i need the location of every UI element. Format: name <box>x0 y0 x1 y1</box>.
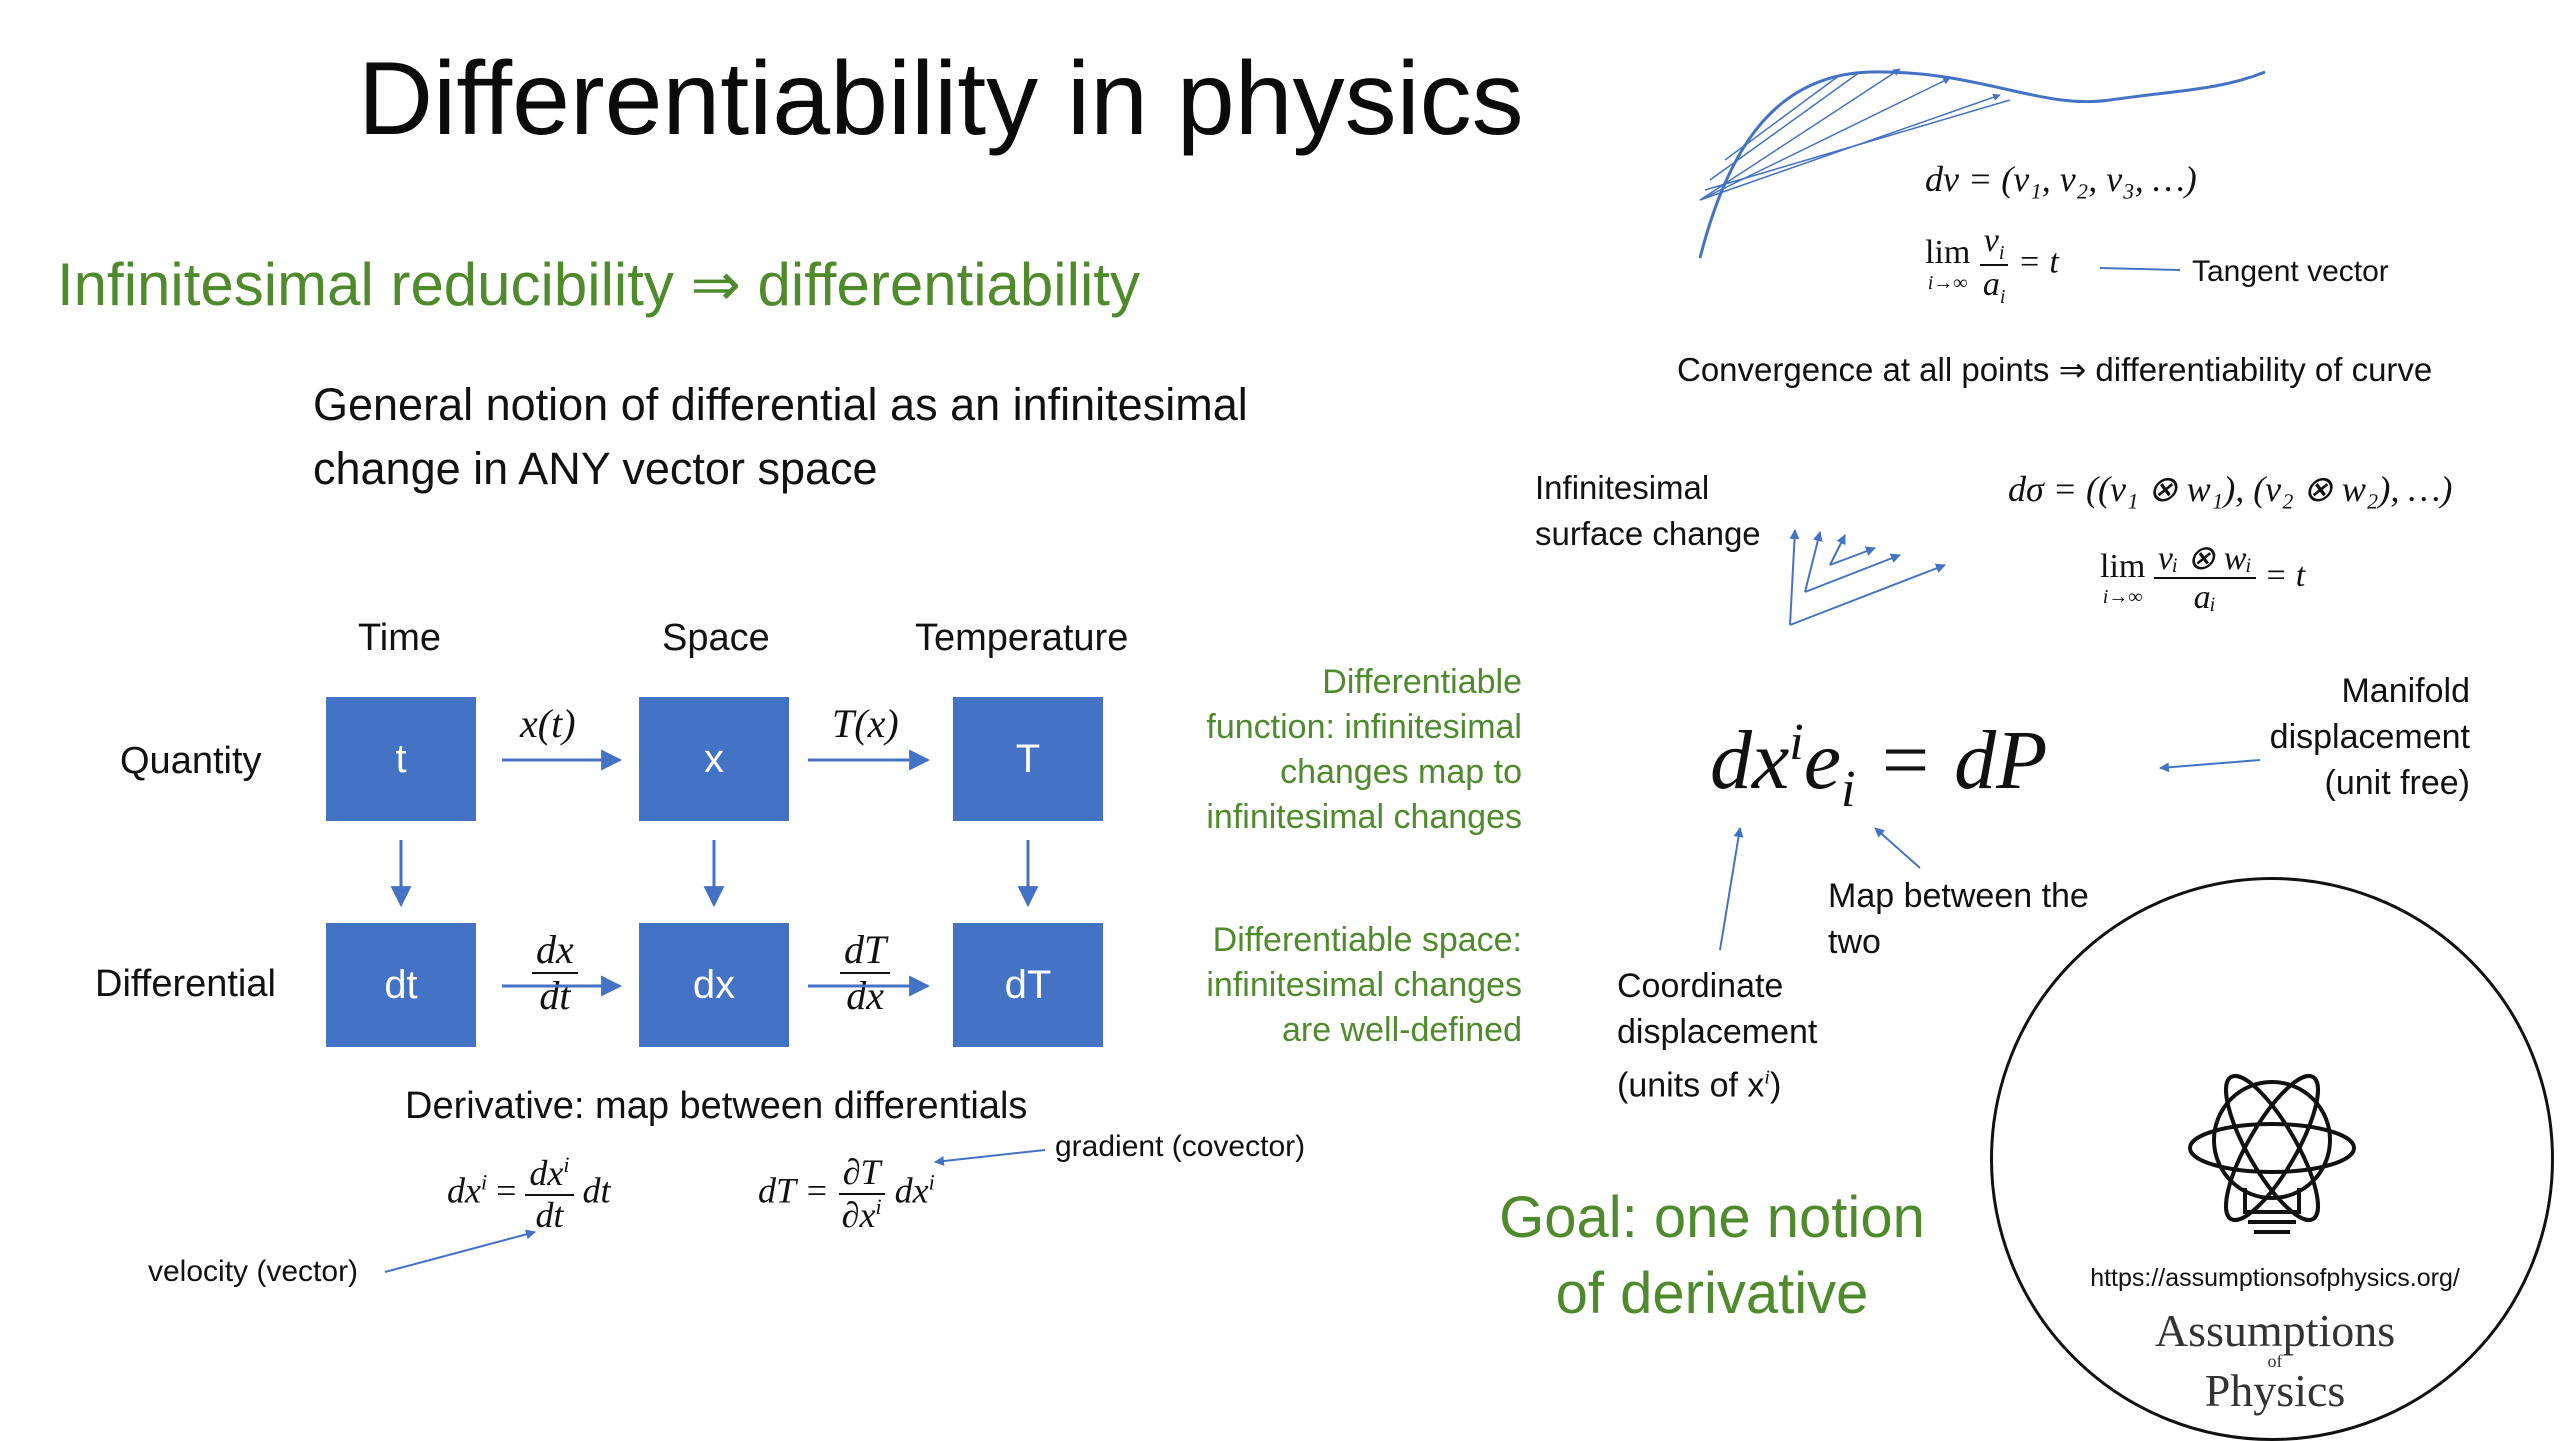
map-label: Map between the two <box>1828 877 2089 961</box>
frac-den: dt <box>539 973 571 1018</box>
surface-vector <box>1804 553 1901 593</box>
main-equation: dxiei = dP <box>1710 714 2048 818</box>
row-differential: Differential <box>95 963 276 1005</box>
note-differentiable-space: Differentiable space: infinitesimal chan… <box>1206 921 1522 1049</box>
tangent-arrow <box>1699 68 1901 201</box>
logo-wordmark: Assumptions of Physics <box>2154 1305 2396 1416</box>
box-dt-label: dt <box>384 962 418 1007</box>
dsigma-formula: dσ = ((v₁ ⊗ w₁), (v₂ ⊗ w₂), …) <box>2008 469 2453 509</box>
box-t-label: t <box>395 736 407 781</box>
box-x: x <box>639 697 789 821</box>
box-dT: dT <box>953 923 1103 1047</box>
general-notion-text: General notion of differential as an inf… <box>313 373 1248 501</box>
column-space: Space <box>662 617 770 659</box>
velocity-pointer <box>384 1229 536 1273</box>
label-x-of-t: x(t) <box>520 701 576 746</box>
tangent-limit: lim i→∞ vi ai = t <box>1925 222 2059 308</box>
label-T-of-x: T(x) <box>832 701 899 746</box>
tangent-arrow <box>1709 71 1861 181</box>
coordinate-label: Coordinate displacement (units of xi) <box>1617 967 1818 1105</box>
gradient-pointer <box>934 1149 1046 1166</box>
map-pointer <box>1874 827 1921 869</box>
tangent-pointer <box>2099 267 2181 271</box>
gradient-formula: dT = ∂T ∂xi dxi <box>758 1152 935 1235</box>
box-T: T <box>953 697 1103 821</box>
surface-vector <box>1829 546 1876 566</box>
logo-url[interactable]: https://assumptionsofphysics.org/ <box>2090 1264 2460 1292</box>
general-notion-line-2: change in ANY vector space <box>313 443 878 494</box>
label-dx-dt: dx dt <box>532 928 578 1018</box>
gradient-label: gradient (covector) <box>1055 1130 1306 1163</box>
general-notion-line-1: General notion of differential as an inf… <box>313 379 1248 430</box>
box-dt: dt <box>326 923 476 1047</box>
coordinate-pointer <box>1719 827 1744 951</box>
manifold-pointer <box>2159 759 2261 773</box>
surface-vector <box>1829 534 1846 566</box>
tangent-arrow <box>1704 99 2011 191</box>
subtitle: Infinitesimal reducibility ⇒ differentia… <box>57 251 1140 318</box>
tangent-vector-label: Tangent vector <box>2192 255 2389 288</box>
frac-den: dx <box>846 973 884 1018</box>
frac-num: dT <box>840 928 891 974</box>
manifold-label: Manifold displacement (unit free) <box>2269 672 2470 802</box>
surface-label: Infinitesimal surface change <box>1535 469 1761 552</box>
dv-formula: dv = (v₁, v₂, v₃, …) <box>1925 159 2197 199</box>
surface-vector <box>1789 529 1800 626</box>
surface-limit: lim i→∞ vᵢ ⊗ wᵢ aᵢ = t <box>2100 540 2306 617</box>
box-T-label: T <box>1015 736 1041 781</box>
surface-vector <box>1804 531 1823 593</box>
convergence-text: Convergence at all points ⇒ differentiab… <box>1677 351 2433 388</box>
velocity-formula: dxi = dxi dt dt <box>447 1152 611 1235</box>
surface-vector <box>1789 563 1946 626</box>
box-t: t <box>326 697 476 821</box>
lightbulb-atom-icon <box>2188 1073 2356 1234</box>
curve <box>1698 70 2266 259</box>
note-differentiable-function: Differentiable function: infinitesimal c… <box>1206 663 1522 836</box>
label-dT-dx: dT dx <box>840 928 891 1018</box>
box-dx: dx <box>639 923 789 1047</box>
derivative-caption: Derivative: map between differentials <box>405 1085 1028 1127</box>
column-time: Time <box>358 617 442 659</box>
box-dT-label: dT <box>1004 962 1052 1007</box>
box-dx-label: dx <box>692 962 736 1007</box>
row-quantity: Quantity <box>120 740 262 782</box>
slide-title: Differentiability in physics <box>358 41 1524 157</box>
box-x-label: x <box>704 736 724 781</box>
frac-num: dx <box>532 928 578 974</box>
tangent-arrow <box>1724 74 1841 161</box>
column-temperature: Temperature <box>915 617 1129 659</box>
velocity-label: velocity (vector) <box>148 1255 359 1288</box>
goal-text: Goal: one notion of derivative <box>1499 1185 1925 1326</box>
